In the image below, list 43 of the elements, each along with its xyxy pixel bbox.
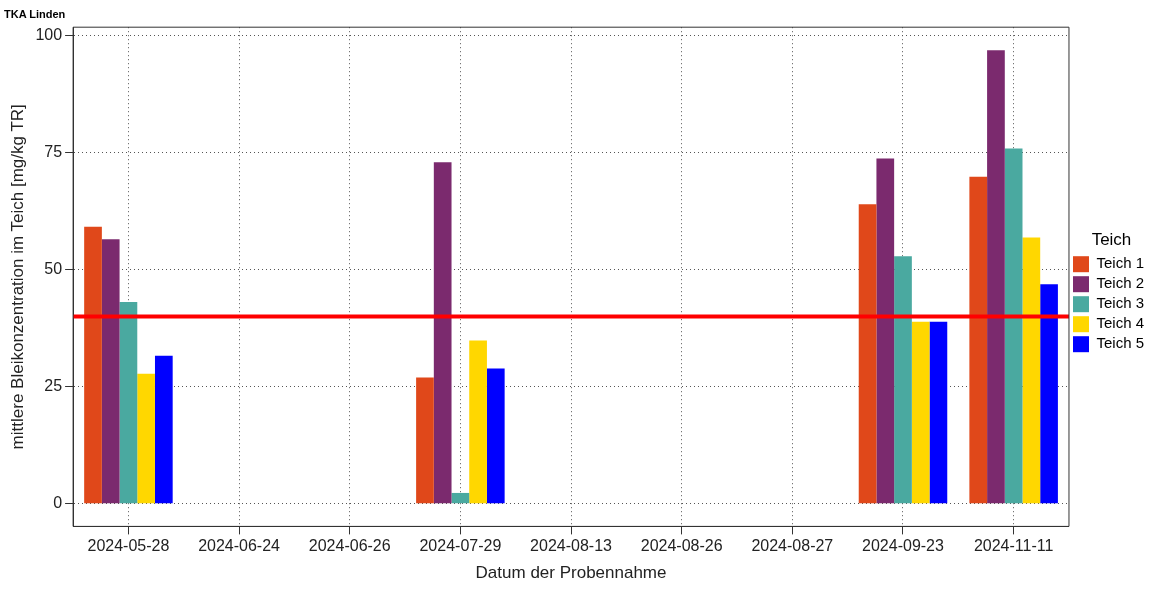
x-tick-label: 2024-05-28 [87, 537, 170, 555]
bar [1022, 237, 1041, 504]
y-tick-label: 25 [44, 377, 63, 395]
bar [101, 239, 120, 504]
y-tick-label: 0 [53, 494, 63, 512]
bar [84, 226, 102, 504]
legend-label: Teich 3 [1096, 294, 1144, 312]
x-axis-title: Datum der Probennahme [475, 563, 667, 583]
bar [1040, 284, 1058, 504]
bar [433, 162, 452, 504]
bar [987, 50, 1005, 504]
x-tick-label: 2024-11-11 [973, 537, 1054, 555]
bar [119, 302, 138, 504]
bar [154, 355, 173, 504]
legend-label: Teich 5 [1096, 334, 1144, 352]
bar [876, 158, 895, 504]
bar [858, 204, 877, 504]
x-tick-label: 2024-08-26 [640, 537, 723, 555]
bar [416, 377, 434, 504]
legend-title: Teich [1091, 229, 1132, 249]
bar [486, 368, 505, 504]
y-tick-label: 100 [35, 26, 63, 44]
x-tick-label: 2024-07-29 [419, 537, 502, 555]
chart-title: TKA Linden [4, 7, 66, 20]
bar [894, 256, 912, 504]
bar [469, 340, 487, 504]
x-tick-label: 2024-08-13 [530, 537, 613, 555]
y-axis-title: mittlere Bleikonzentration im Teich [mg/kg TR] [7, 104, 27, 450]
x-tick-label: 2024-09-23 [862, 537, 945, 555]
bar [1004, 148, 1023, 504]
bar [929, 321, 948, 504]
x-tick-label: 2024-06-26 [308, 537, 391, 555]
legend-label: Teich 4 [1096, 314, 1144, 332]
x-tick-label: 2024-06-24 [198, 537, 281, 555]
y-tick-label: 75 [44, 143, 63, 161]
legend-label: Teich 1 [1096, 254, 1144, 272]
bar [137, 373, 155, 504]
legend-label: Teich 2 [1096, 274, 1144, 292]
y-tick-label: 50 [44, 260, 63, 278]
bar [911, 321, 930, 504]
bar [451, 492, 470, 504]
bar [969, 176, 988, 504]
x-tick-label: 2024-08-27 [751, 537, 834, 555]
